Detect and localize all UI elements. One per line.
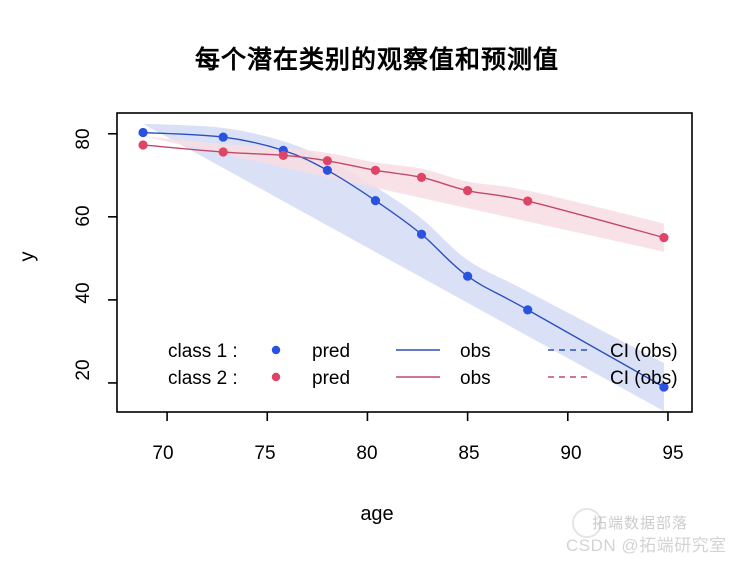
x-tick-label-75: 75: [254, 443, 276, 464]
x-tick-label-90: 90: [560, 443, 582, 464]
legend-class-2-ci-label: CI (obs): [610, 368, 678, 389]
legend-class-1-ci-label: CI (obs): [610, 341, 678, 362]
x-axis-label: age: [360, 503, 394, 525]
confidence-bands-layer: [143, 123, 664, 412]
legend-class-1-label: class 1 :: [168, 341, 238, 362]
x-tick-label-80: 80: [356, 443, 378, 464]
x-tick-label-85: 85: [458, 443, 480, 464]
legend-class-2-obs-label: obs: [460, 368, 491, 389]
legend-class-1-pred-label: pred: [312, 341, 351, 362]
legend-class-2-pred-label: pred: [312, 368, 351, 389]
x-tick-label-70: 70: [152, 443, 174, 464]
legend-class-1-obs-label: obs: [460, 341, 491, 362]
chart-title: 每个潜在类别的观察值和预测值: [194, 47, 559, 74]
plot-frame-layer: [108, 112, 693, 421]
legend-class-2-label: class 2 :: [168, 368, 238, 389]
predicted-points-layer: [138, 127, 669, 392]
x-tick-label-95: 95: [662, 443, 684, 464]
